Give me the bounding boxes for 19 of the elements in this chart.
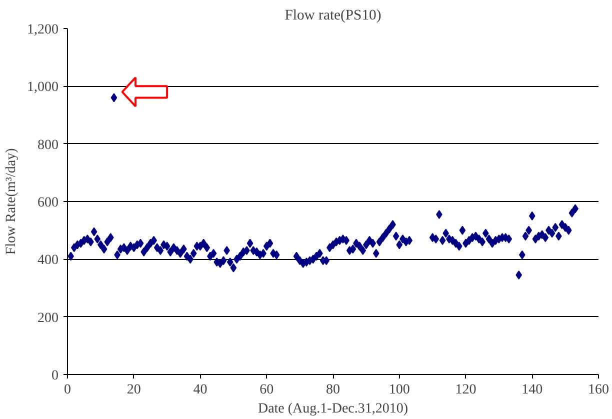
x-tick-label: 0 <box>64 382 71 398</box>
x-tick-label: 120 <box>455 382 476 398</box>
x-tick-label: 20 <box>126 382 141 398</box>
chart-title: Flow rate(PS10) <box>284 8 382 24</box>
x-tick-label: 60 <box>260 382 274 398</box>
x-tick-label: 100 <box>388 382 410 398</box>
y-tick-label: 400 <box>38 253 58 268</box>
x-tick-label: 160 <box>588 382 609 398</box>
y-tick-label: 1,200 <box>27 22 58 38</box>
x-tick-label: 40 <box>193 382 208 398</box>
y-tick-label: 0 <box>52 368 58 384</box>
y-tick-label: 800 <box>38 138 58 153</box>
y-tick-label: 600 <box>38 196 58 210</box>
y-tick-label: 1,000 <box>27 80 58 96</box>
x-axis-title: Date (Aug.1-Dec.31,2010) <box>258 402 408 416</box>
x-tick-label: 140 <box>522 382 543 398</box>
x-tick-label: 80 <box>326 382 340 398</box>
y-tick-label: 200 <box>38 310 58 326</box>
y-axis-title: Flow Rate(m³/day) <box>4 148 19 255</box>
